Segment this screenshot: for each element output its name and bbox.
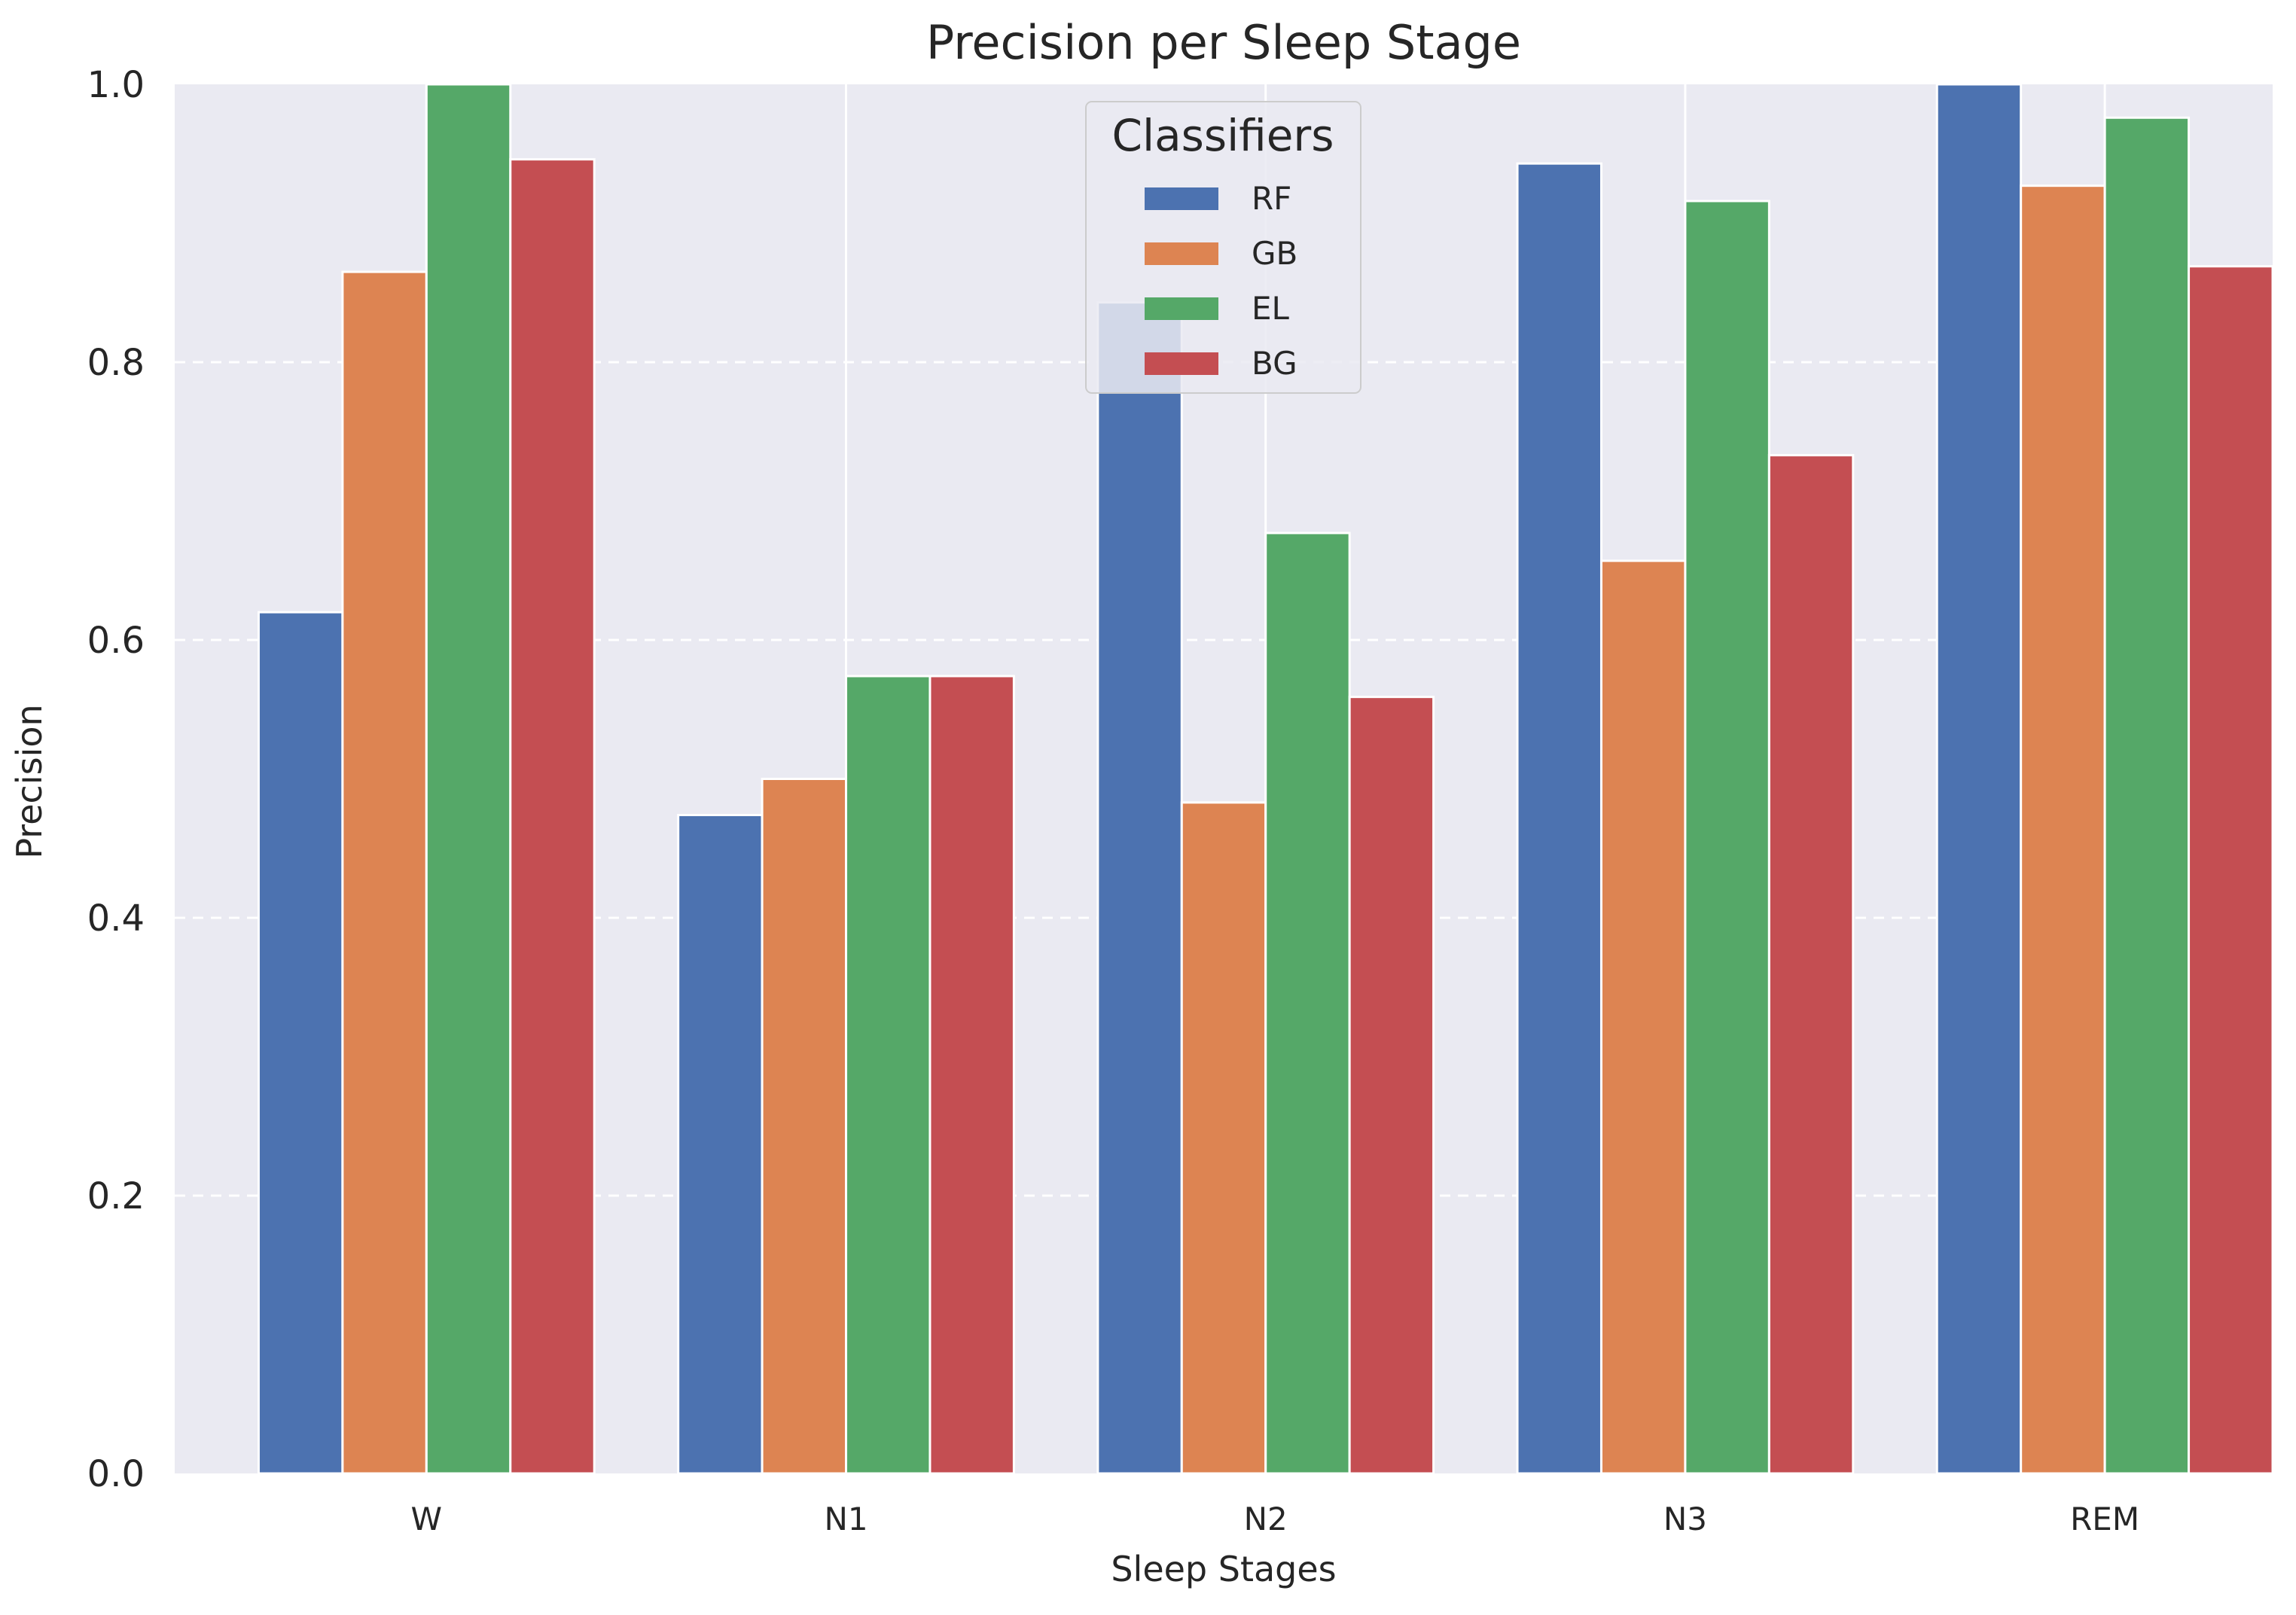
y-tick-label: 0.2 (87, 1175, 145, 1217)
y-tick-label: 0.6 (87, 620, 145, 662)
bar-rf-rem (1935, 83, 2023, 1475)
x-tick-label: N1 (824, 1501, 867, 1537)
bar-gb-w (341, 270, 428, 1475)
bar-rf-n3 (1516, 162, 1602, 1475)
bar-rf-w (257, 611, 344, 1475)
bar-bg-rem (2188, 265, 2274, 1475)
bar-gb-n3 (1599, 559, 1687, 1475)
chart-title: Precision per Sleep Stage (926, 15, 1521, 70)
y-tick-label: 0.4 (87, 897, 145, 940)
legend-entries: RF GB EL BG (1145, 180, 1297, 382)
bar-el-n3 (1684, 200, 1770, 1475)
legend: Classifiers RF GB EL BG (1085, 101, 1361, 394)
legend-label-bg: BG (1252, 345, 1297, 382)
legend-swatch-el (1145, 297, 1218, 320)
x-tick-label: W (411, 1501, 443, 1537)
y-tick-label: 0.0 (87, 1453, 145, 1495)
legend-swatch-gb (1145, 242, 1218, 265)
bar-bg-w (509, 158, 596, 1475)
bar-rf-n2 (1096, 301, 1183, 1475)
legend-swatch-bg (1145, 352, 1218, 375)
y-axis-label: Precision (9, 704, 50, 858)
x-tick-label: N2 (1244, 1501, 1288, 1537)
legend-label-gb: GB (1252, 235, 1297, 272)
x-axis-label: Sleep Stages (1111, 1549, 1336, 1589)
y-tick-labels: 0.0 0.2 0.4 0.6 0.8 1.0 (87, 64, 145, 1495)
legend-label-el: EL (1252, 290, 1290, 327)
y-tick-label: 0.8 (87, 342, 145, 384)
bar-el-w (425, 83, 512, 1475)
bar-el-n1 (845, 675, 932, 1475)
legend-swatch-rf (1145, 187, 1218, 210)
bar-bg-n1 (928, 675, 1015, 1475)
legend-label-rf: RF (1252, 180, 1291, 217)
bar-el-n2 (1264, 532, 1351, 1475)
y-tick-label: 1.0 (87, 64, 145, 106)
bar-bg-n2 (1348, 696, 1435, 1475)
bar-gb-rem (2020, 184, 2106, 1475)
legend-box (1085, 101, 1361, 394)
legend-title: Classifiers (1112, 110, 1334, 161)
bars (257, 83, 2274, 1475)
bar-gb-n1 (761, 778, 848, 1475)
bar-rf-n1 (677, 813, 764, 1475)
x-tick-label: N3 (1663, 1501, 1707, 1537)
bar-gb-n2 (1180, 801, 1267, 1475)
bar-bg-n3 (1767, 454, 1855, 1475)
x-tick-label: REM (2070, 1501, 2139, 1537)
bar-el-rem (2103, 116, 2191, 1475)
x-tick-labels: W N1 N2 N3 REM (411, 1501, 2140, 1537)
